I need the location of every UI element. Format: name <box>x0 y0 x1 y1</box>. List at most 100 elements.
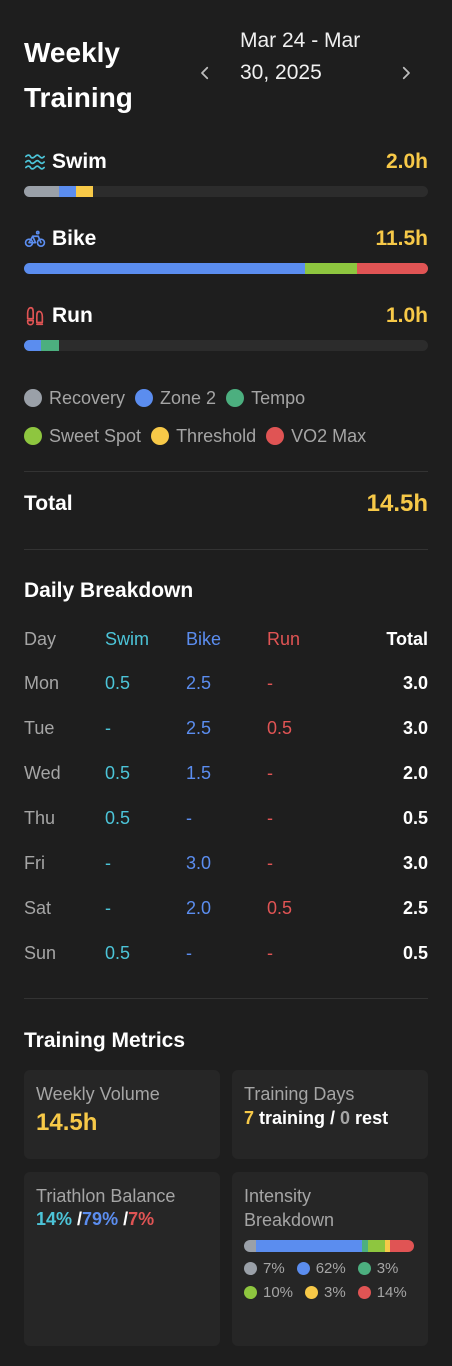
cell-total: 3.0 <box>402 673 428 693</box>
card-label: Triathlon Balance <box>36 1186 176 1206</box>
rest-text: rest <box>350 1108 389 1128</box>
legend-dot <box>305 1285 319 1299</box>
legend-dot <box>266 427 285 445</box>
cell-swim: - <box>105 718 111 738</box>
intensity-bar <box>244 1240 414 1252</box>
training-days-card: Training Days 7 training / 0 rest <box>232 1070 428 1159</box>
intensity-pct: 3% <box>376 1259 399 1277</box>
zone-segment-vo2max <box>357 263 428 274</box>
separator: / <box>72 1209 83 1229</box>
chevron-right-icon[interactable] <box>395 54 417 92</box>
weekly-volume-card: Weekly Volume 14.5h <box>24 1070 220 1159</box>
cell-run: - <box>267 673 273 693</box>
cell-run: 0.5 <box>267 718 293 738</box>
date-range: Mar 24 - Mar 30, 2025 <box>240 29 361 84</box>
sport-hours: 11.5h <box>375 227 428 250</box>
intensity-segment-recovery <box>244 1240 257 1252</box>
divider <box>24 998 428 999</box>
cell-swim: 0.5 <box>105 943 131 963</box>
cell-swim: 0.5 <box>105 763 131 783</box>
weekly-volume-value: 14.5h <box>36 1109 98 1136</box>
cell-total: 2.0 <box>402 763 428 783</box>
intensity-legend: 7% 62% 3% 10% 3% 14% <box>244 1256 424 1304</box>
cell-day: Thu <box>24 808 56 828</box>
cell-day: Tue <box>24 718 55 738</box>
intensity-segment-sweet-spot <box>367 1240 385 1252</box>
zone-segment-sweet-spot <box>304 263 358 274</box>
cell-bike: 3.0 <box>186 853 212 873</box>
table-row: Mon 0.5 2.5 - 3.0 <box>24 661 428 706</box>
legend-dot <box>24 389 42 407</box>
intensity-pct: 7% <box>263 1259 285 1277</box>
cell-bike: - <box>186 808 192 828</box>
intensity-segment-threshold <box>384 1240 390 1252</box>
legend-row: Sweet Spot Threshold VO2 Max <box>24 417 428 455</box>
training-count: 7 <box>244 1108 255 1128</box>
table-row: Wed 0.5 1.5 - 2.0 <box>24 751 428 796</box>
total-value: 14.5h <box>366 490 428 517</box>
table-row: Sun 0.5 - - 0.5 <box>24 931 428 976</box>
intensity-item-vo2max: 14% <box>357 1280 407 1304</box>
legend-dot <box>357 1261 371 1275</box>
page-title: Weekly Training <box>24 37 133 113</box>
cell-bike: 2.5 <box>186 673 212 693</box>
zone-segment-threshold <box>76 186 94 197</box>
intensity-pct: 10% <box>263 1283 294 1301</box>
cell-day: Fri <box>24 853 45 873</box>
column-header-run: Run <box>267 628 301 649</box>
header: Weekly Training Mar 24 - Mar 30, 2025 <box>24 26 428 122</box>
zone-segment-zone2 <box>59 186 77 197</box>
zone-bar <box>24 186 428 197</box>
cell-run: 0.5 <box>267 898 293 918</box>
cell-total: 0.5 <box>402 943 428 963</box>
legend-label: Sweet Spot <box>49 425 142 446</box>
cell-run: - <box>267 763 273 783</box>
column-header-total: Total <box>386 628 428 649</box>
zone-segment-zone2 <box>24 263 305 274</box>
cell-run: - <box>267 853 273 873</box>
column-header-swim: Swim <box>105 628 149 649</box>
zone-bar <box>24 263 428 274</box>
legend-label: VO2 Max <box>291 425 367 446</box>
legend-item-sweet-spot: Sweet Spot <box>24 426 141 447</box>
legend-dot <box>244 1261 257 1275</box>
legend-label: Threshold <box>176 425 257 446</box>
triathlon-balance-card: Triathlon Balance 14% /79% /7% <box>24 1172 220 1346</box>
table-row: Tue - 2.5 0.5 3.0 <box>24 706 428 751</box>
sport-hours: 2.0h <box>385 150 428 173</box>
card-label: Weekly Volume <box>36 1084 160 1104</box>
sport-name: Swim <box>52 150 107 173</box>
training-metrics-title: Training Metrics <box>24 1029 186 1052</box>
footprints-icon <box>24 305 46 327</box>
legend-dot <box>357 1285 371 1299</box>
daily-breakdown-title: Daily Breakdown <box>24 579 194 602</box>
sport-name: Bike <box>52 227 97 250</box>
table-row: Sat - 2.0 0.5 2.5 <box>24 886 428 931</box>
cell-swim: - <box>105 853 111 873</box>
intensity-segment-vo2max <box>389 1240 414 1252</box>
column-header-day: Day <box>24 628 57 649</box>
cell-bike: 1.5 <box>186 763 212 783</box>
cell-swim: - <box>105 898 111 918</box>
balance-values: 14% /79% /7% <box>36 1209 208 1230</box>
bicycle-icon <box>24 228 46 250</box>
table-row: Fri - 3.0 - 3.0 <box>24 841 428 886</box>
legend-row: Recovery Zone 2 Tempo <box>24 379 428 417</box>
separator: / <box>118 1209 129 1229</box>
legend-label: Recovery <box>49 387 126 408</box>
zone-segment-recovery <box>24 186 60 197</box>
sport-bike: Bike 11.5h <box>24 224 428 274</box>
intensity-item-sweet-spot: 10% <box>244 1280 293 1304</box>
sport-swim: Swim 2.0h <box>24 147 428 197</box>
column-header-bike: Bike <box>186 628 222 649</box>
legend-dot <box>226 389 245 407</box>
total-label: Total <box>24 492 73 515</box>
training-days-value: 7 training / 0 rest <box>244 1108 416 1129</box>
legend-dot <box>24 427 42 445</box>
balance-swim: 14% <box>36 1209 73 1229</box>
legend-item-recovery: Recovery <box>24 388 125 409</box>
cell-run: - <box>267 943 273 963</box>
intensity-segment-tempo <box>362 1240 368 1252</box>
legend-item-tempo: Tempo <box>226 388 305 409</box>
chevron-left-icon[interactable] <box>194 54 216 92</box>
